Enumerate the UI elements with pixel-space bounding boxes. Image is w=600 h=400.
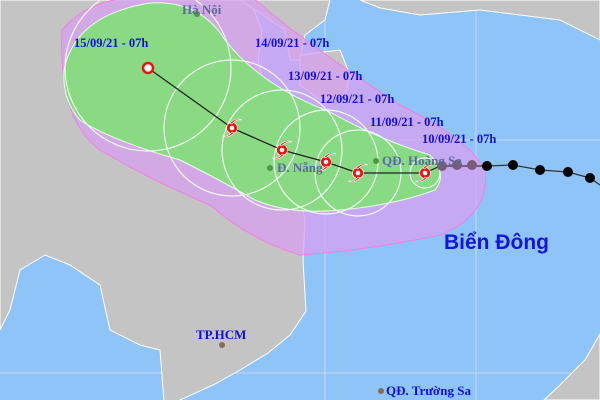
past-storm-icon bbox=[452, 160, 462, 170]
truongsa-marker bbox=[378, 388, 384, 394]
truongsa-label: QĐ. Trường Sa bbox=[386, 383, 471, 398]
forecast-label-10: 10/09/21 - 07h bbox=[422, 132, 497, 146]
past-storm-icon bbox=[508, 160, 518, 170]
past-storm-icon bbox=[482, 161, 492, 171]
forecast-track bbox=[147, 67, 425, 174]
city-markers bbox=[194, 11, 384, 394]
forecast-label-11: 11/09/21 - 07h bbox=[370, 115, 444, 129]
typhoon-icon bbox=[271, 140, 293, 160]
hcm-label: TP.HCM bbox=[196, 327, 247, 342]
forecast-label-12: 12/09/21 - 07h bbox=[320, 92, 395, 106]
hanoi-label: Hà Nội bbox=[182, 2, 222, 17]
hoangsa-marker bbox=[373, 158, 379, 164]
danang-label: Đ. Nẵng bbox=[277, 160, 323, 175]
forecast-label-13: 13/09/21 - 07h bbox=[288, 69, 363, 83]
forecast-label-14: 14/09/21 - 07h bbox=[255, 36, 330, 50]
past-storm-icon bbox=[563, 167, 573, 177]
danang-marker bbox=[267, 165, 273, 171]
low-pressure-icon bbox=[141, 61, 155, 75]
past-storm-icon bbox=[585, 173, 595, 183]
hcm-marker bbox=[219, 342, 225, 348]
past-storm-icon bbox=[535, 165, 545, 175]
hanoi-marker bbox=[194, 11, 200, 17]
past-storm-icons bbox=[437, 160, 595, 183]
typhoon-icon bbox=[315, 152, 337, 172]
typhoon-icon bbox=[414, 163, 436, 183]
hoangsa-label: QĐ. Hoàng Sa bbox=[382, 153, 462, 168]
past-storm-icon bbox=[437, 161, 447, 171]
past-storm-icon bbox=[467, 160, 477, 170]
typhoon-icon bbox=[347, 163, 369, 183]
sea-label: Biển Đông bbox=[444, 231, 549, 254]
forecast-storm-icons bbox=[141, 61, 436, 183]
forecast-label-15: 15/09/21 - 07h bbox=[74, 36, 149, 50]
typhoon-icon bbox=[221, 118, 243, 138]
